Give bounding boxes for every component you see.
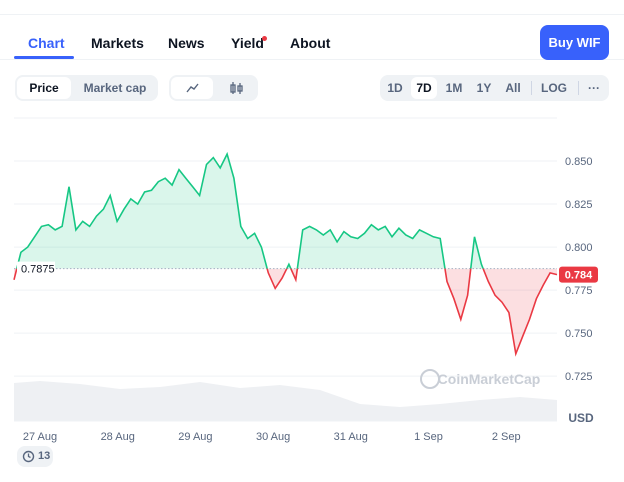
- watermark: CoinMarketCap: [438, 371, 541, 387]
- toggle-option[interactable]: Market cap: [83, 81, 147, 95]
- area-above: [14, 154, 557, 269]
- current-price-tag: [559, 266, 598, 283]
- toggle-option[interactable]: Price: [17, 77, 71, 99]
- range-button[interactable]: 1M: [445, 81, 463, 95]
- buy-button[interactable]: Buy WIF: [540, 25, 609, 60]
- y-tick-label: 0.850: [565, 156, 593, 168]
- x-tick-label: 29 Aug: [178, 431, 212, 443]
- baseline-label-bg: [17, 261, 55, 276]
- separator: [578, 81, 579, 95]
- y-tick-label: 0.725: [565, 371, 593, 383]
- range-button[interactable]: 1D: [387, 81, 403, 95]
- x-tick-label: 31 Aug: [334, 431, 368, 443]
- volume-area: [14, 381, 557, 421]
- log-button[interactable]: LOG: [541, 81, 567, 95]
- x-tick-label: 1 Sep: [414, 431, 443, 443]
- price-line-below: [13, 268, 558, 357]
- watermark-logo: [420, 369, 440, 389]
- x-tick-label: 2 Sep: [492, 431, 521, 443]
- tab[interactable]: Markets: [91, 35, 144, 51]
- current-price-label: 0.784: [565, 270, 593, 282]
- x-tick-label: 28 Aug: [101, 431, 135, 443]
- separator: [531, 81, 532, 95]
- badge-count: 13: [38, 450, 51, 462]
- baseline-label: 0.7875: [21, 264, 55, 276]
- candle-icon: [230, 82, 243, 94]
- range-button[interactable]: 1Y: [476, 81, 492, 95]
- new-dot: [262, 36, 267, 41]
- tab[interactable]: News: [168, 35, 205, 51]
- more-button[interactable]: ···: [588, 81, 600, 95]
- line-style-button[interactable]: [171, 77, 213, 99]
- y-tick-label: 0.800: [565, 242, 593, 254]
- x-tick-label: 27 Aug: [23, 431, 57, 443]
- x-tick-label: 30 Aug: [256, 431, 290, 443]
- clock-icon: [22, 450, 35, 463]
- y-tick-label: 0.825: [565, 199, 593, 211]
- tab-underline: [14, 56, 74, 59]
- line-icon: [186, 83, 199, 93]
- range-button[interactable]: 7D: [411, 77, 437, 99]
- price-line: [15, 151, 484, 269]
- tab[interactable]: Chart: [28, 35, 65, 51]
- y-tick-label: 0.750: [565, 328, 593, 340]
- tab[interactable]: Yield: [231, 35, 264, 51]
- tab-border: [0, 59, 624, 60]
- history-badge[interactable]: 13: [17, 446, 53, 467]
- tab[interactable]: About: [290, 35, 331, 51]
- area-below: [14, 268, 557, 354]
- y-tick-label: 0.775: [565, 285, 593, 297]
- top-border: [0, 14, 624, 15]
- candle-style-button[interactable]: [215, 77, 257, 99]
- y-unit: USD: [568, 411, 594, 425]
- range-button[interactable]: All: [505, 81, 521, 95]
